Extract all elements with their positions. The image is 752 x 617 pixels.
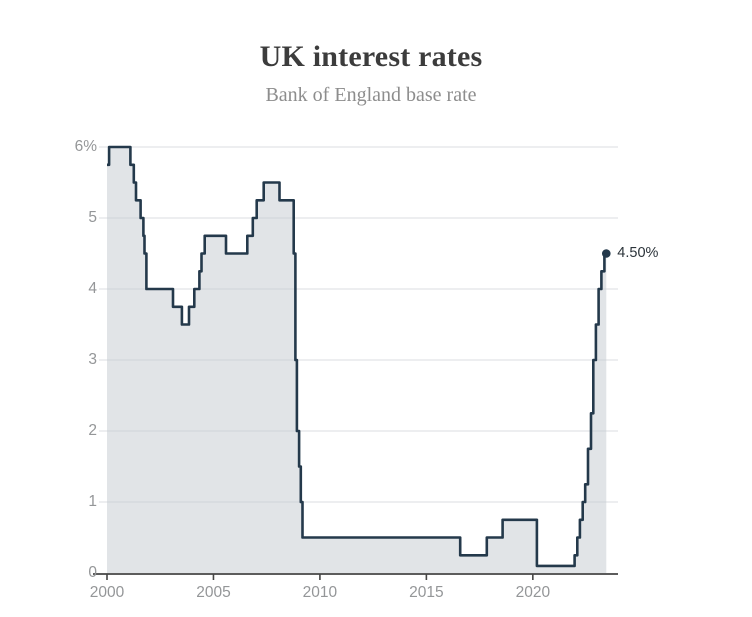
y-axis-label-6: 6% [74,138,97,155]
chart-subtitle: Bank of England base rate [265,84,477,106]
y-axis-label-2: 2 [88,422,97,439]
latest-rate-dot [601,249,611,258]
y-axis-label-5: 5 [88,209,97,226]
chart-title: UK interest rates [259,40,483,73]
x-axis-label-2020: 2020 [515,584,551,601]
latest-rate-label: 4.50% [617,244,659,261]
x-axis-label-2010: 2010 [302,584,338,601]
rate-step-line [107,145,607,568]
y-axis-label-0: 0 [88,564,97,581]
y-axis-label-3: 3 [88,351,97,368]
y-axis-label-4: 4 [88,280,97,297]
x-axis-label-2015: 2015 [409,584,444,601]
chart-header: UK interest rates Bank of England base r… [0,0,742,107]
x-axis-label-2000: 2000 [89,584,125,601]
x-axis-label-2005: 2005 [196,584,231,601]
y-axis-label-1: 1 [88,493,97,510]
